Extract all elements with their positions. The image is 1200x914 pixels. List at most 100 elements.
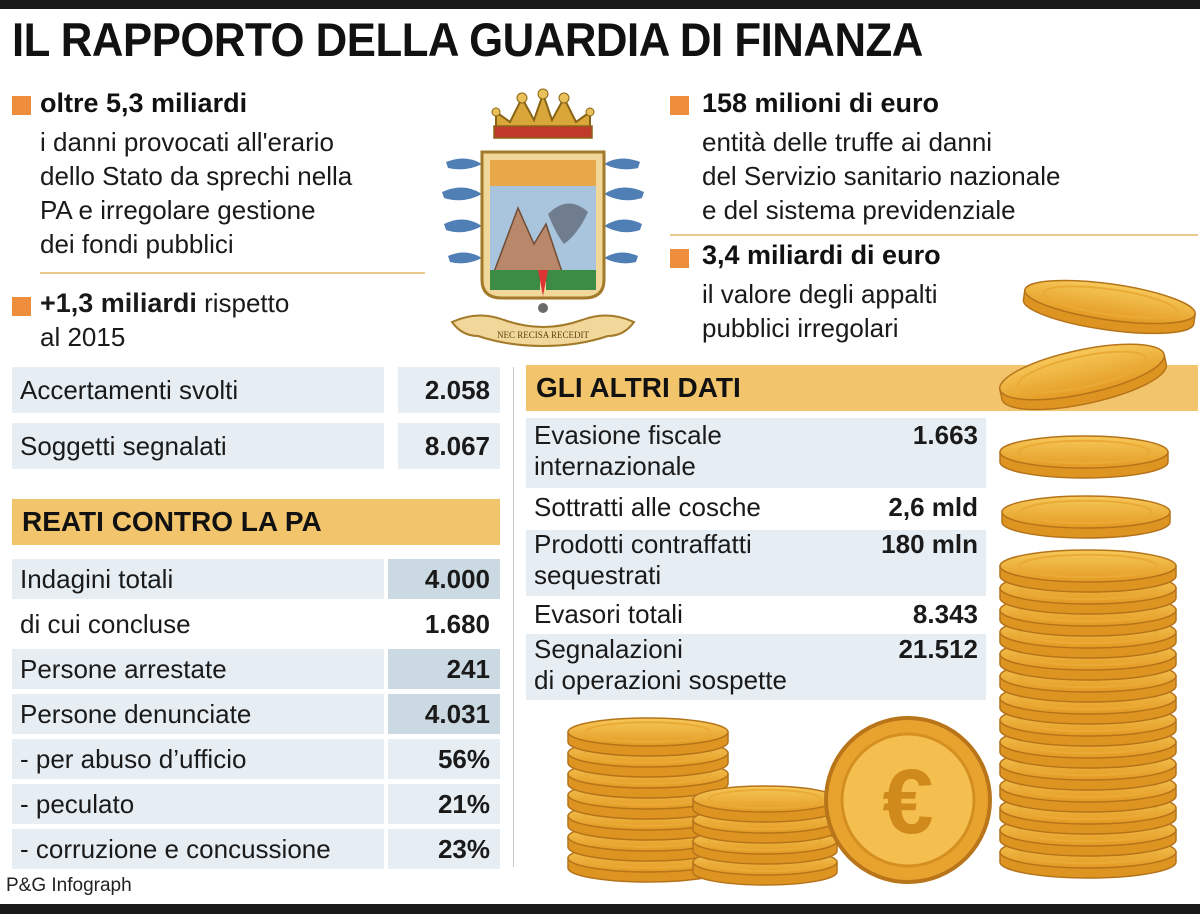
coin-icon bbox=[567, 717, 729, 757]
text-line: dei fondi pubblici bbox=[40, 229, 234, 259]
bottom-border bbox=[0, 904, 1200, 914]
coin-icon bbox=[999, 835, 1177, 879]
row-value: 23% bbox=[388, 829, 500, 869]
text-line: e del sistema previdenziale bbox=[702, 195, 1016, 225]
second-suffix: rispetto bbox=[196, 288, 290, 318]
coin-icon bbox=[999, 435, 1169, 479]
bullet-icon bbox=[12, 297, 31, 316]
coin-icon bbox=[567, 780, 729, 820]
coin-icon bbox=[999, 703, 1177, 747]
row-label: di cui concluse bbox=[12, 604, 384, 644]
row-label: Persone denunciate bbox=[12, 694, 384, 734]
coin-icon bbox=[692, 848, 838, 886]
row-label: Accertamenti svolti bbox=[12, 367, 384, 413]
row-value: 2,6 mld bbox=[888, 492, 978, 522]
bullet-icon bbox=[670, 249, 689, 268]
table-row: Evasione fiscale internazionale 1.663 bbox=[526, 418, 986, 488]
credit: P&G Infograph bbox=[6, 875, 132, 896]
second-headline: +1,3 miliardi bbox=[40, 288, 197, 318]
page-title: IL RAPPORTO DELLA GUARDIA DI FINANZA bbox=[12, 13, 923, 66]
table-row: Evasori totali 8.343 bbox=[526, 597, 986, 633]
text-line: al 2015 bbox=[40, 322, 126, 352]
row-label: Indagini totali bbox=[12, 559, 384, 599]
second-headline-line: +1,3 miliardi rispetto bbox=[40, 286, 289, 320]
text-line: pubblici irregolari bbox=[702, 313, 899, 343]
row-label: Soggetti segnalati bbox=[12, 423, 384, 469]
row-value: 21.512 bbox=[898, 634, 978, 664]
row-label-line: Evasione fiscale bbox=[534, 420, 722, 450]
table-row: - peculato 21% bbox=[12, 784, 500, 824]
row-label-line: sequestrati bbox=[534, 560, 662, 590]
row-value: 8.067 bbox=[398, 423, 500, 469]
row-label: Prodotti contraffatti sequestrati bbox=[534, 529, 752, 591]
row-value: 8.343 bbox=[912, 599, 978, 629]
row-value: 4.000 bbox=[388, 559, 500, 599]
headline-right-2: 3,4 miliardi di euro bbox=[702, 240, 941, 270]
table-row: di cui concluse 1.680 bbox=[12, 604, 500, 644]
row-background bbox=[526, 418, 986, 488]
row-label: Sottratti alle cosche bbox=[534, 492, 761, 522]
headline-right-1: 158 milioni di euro bbox=[702, 88, 940, 118]
row-label: Evasori totali bbox=[534, 599, 683, 629]
divider bbox=[670, 234, 1198, 236]
row-value: 2.058 bbox=[398, 367, 500, 413]
coin-icon bbox=[692, 827, 838, 865]
top-border bbox=[0, 0, 1200, 9]
row-value: 1.663 bbox=[912, 420, 978, 450]
coin-icon bbox=[999, 681, 1177, 725]
coin-icon bbox=[999, 725, 1177, 769]
row-value: 21% bbox=[388, 784, 500, 824]
text-line: i danni provocati all'erario bbox=[40, 127, 335, 157]
section-header-altri: GLI ALTRI DATI bbox=[526, 365, 1198, 411]
row-value: 4.031 bbox=[388, 694, 500, 734]
euro-symbol: € bbox=[882, 751, 933, 853]
row-label: - per abuso d’ufficio bbox=[12, 739, 384, 779]
coin-icon bbox=[692, 785, 838, 823]
text-line: dello Stato da sprechi nella bbox=[40, 161, 353, 191]
coin-icon bbox=[567, 738, 729, 778]
row-label: Evasione fiscale internazionale bbox=[534, 420, 722, 482]
coin-icon bbox=[999, 659, 1177, 703]
row-label: Persone arrestate bbox=[12, 649, 384, 689]
coin-icon bbox=[567, 843, 729, 883]
row-label-line: internazionale bbox=[534, 451, 696, 481]
coin-icon bbox=[692, 806, 838, 844]
coin-icon bbox=[999, 549, 1177, 593]
bullet-icon bbox=[12, 96, 31, 115]
coin-icon bbox=[999, 637, 1177, 681]
bullet-icon bbox=[670, 96, 689, 115]
coin-icon bbox=[999, 747, 1177, 791]
table-row: - corruzione e concussione 23% bbox=[12, 829, 500, 869]
table-row: Prodotti contraffatti sequestrati 180 mln bbox=[526, 527, 986, 593]
text-line: entità delle truffe ai danni bbox=[702, 127, 993, 157]
guardia-di-finanza-crest-icon: NEC RECISA RECEDIT bbox=[442, 88, 644, 348]
table-row: - per abuso d’ufficio 56% bbox=[12, 739, 500, 779]
text-line: del Servizio sanitario nazionale bbox=[702, 161, 1061, 191]
row-value: 56% bbox=[388, 739, 500, 779]
coin-icon bbox=[999, 571, 1177, 615]
row-value: 1.680 bbox=[388, 604, 500, 644]
coin-icon bbox=[567, 822, 729, 862]
headline-left: oltre 5,3 miliardi bbox=[40, 88, 248, 118]
row-background bbox=[526, 634, 986, 700]
section-header-reati: REATI CONTRO LA PA bbox=[12, 499, 500, 545]
coin-icon bbox=[999, 615, 1177, 659]
table-row: Sottratti alle cosche 2,6 mld bbox=[526, 490, 986, 526]
coin-icon bbox=[999, 791, 1177, 835]
table-row: Segnalazioni di operazioni sospette 21.51… bbox=[526, 632, 986, 698]
row-value: 180 mln bbox=[881, 529, 978, 559]
table-row: Soggetti segnalati 8.067 bbox=[12, 423, 500, 469]
euro-coin-icon: € bbox=[824, 716, 992, 884]
crest-motto: NEC RECISA RECEDIT bbox=[497, 330, 590, 340]
text-line: il valore degli appalti bbox=[702, 279, 938, 309]
table-row: Persone arrestate 241 bbox=[12, 649, 500, 689]
table-row: Indagini totali 4.000 bbox=[12, 559, 500, 599]
coin-icon bbox=[567, 801, 729, 841]
row-value: 241 bbox=[388, 649, 500, 689]
row-background bbox=[526, 530, 986, 596]
row-label: - corruzione e concussione bbox=[12, 829, 384, 869]
divider bbox=[40, 272, 425, 274]
coin-icon bbox=[999, 813, 1177, 857]
row-label: - peculato bbox=[12, 784, 384, 824]
table-row: Persone denunciate 4.031 bbox=[12, 694, 500, 734]
